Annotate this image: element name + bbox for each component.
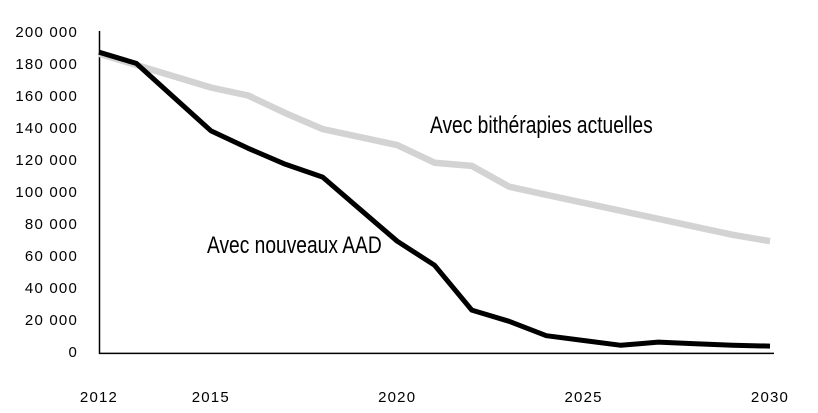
series-label-bitherapies: Avec bithérapies actuelles	[430, 112, 653, 139]
series-line-0	[98, 50, 771, 245]
y-axis-tick-label: 100 000	[15, 184, 78, 202]
x-axis-tick-label: 2025	[564, 389, 603, 406]
y-axis-tick-label: 160 000	[15, 88, 78, 106]
y-axis-tick-label: 80 000	[24, 216, 78, 234]
y-axis-tick-label: 0	[68, 344, 78, 362]
y-axis-tick-label: 120 000	[15, 152, 78, 170]
x-axis-tick-label: 2020	[378, 389, 417, 406]
series-line-1	[98, 49, 771, 349]
y-axis-tick-label: 60 000	[24, 248, 78, 266]
x-axis-tick-label: 2015	[191, 389, 230, 406]
series-label-nouveaux-aad: Avec nouveaux AAD	[207, 232, 382, 259]
x-axis-tick-label: 2030	[750, 389, 790, 406]
series-lines	[98, 49, 771, 349]
y-axis-tick-label: 180 000	[15, 56, 78, 73]
y-axis-tick-label: 140 000	[15, 120, 78, 138]
y-axis-tick-label: 200 000	[15, 24, 78, 41]
x-axis-tick-label: 2012	[79, 389, 119, 406]
y-axis-tick-label: 20 000	[24, 312, 78, 330]
y-axis-tick-label: 40 000	[24, 280, 78, 298]
